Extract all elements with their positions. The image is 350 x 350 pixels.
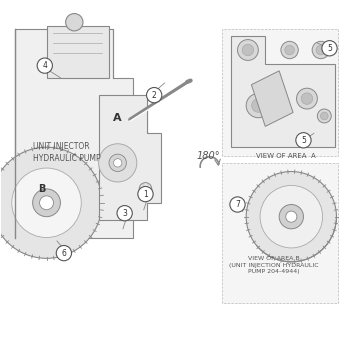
Circle shape [117, 205, 132, 221]
Text: 3: 3 [122, 209, 127, 218]
Text: 180°: 180° [196, 151, 220, 161]
Circle shape [296, 133, 311, 148]
Text: B: B [38, 184, 45, 194]
Text: 6: 6 [62, 248, 66, 258]
Polygon shape [222, 163, 338, 303]
Circle shape [66, 14, 83, 31]
Text: VIEW OF AREA  A: VIEW OF AREA A [256, 153, 316, 159]
Circle shape [139, 183, 152, 195]
Circle shape [113, 159, 122, 167]
Circle shape [285, 45, 294, 55]
Text: 4: 4 [42, 61, 47, 70]
Text: VIEW OF AREA B
(UNIT INJECTION HYDRAULIC
PUMP 204-4944): VIEW OF AREA B (UNIT INJECTION HYDRAULIC… [229, 256, 319, 274]
Circle shape [230, 197, 245, 212]
Text: UNIT INJECTOR
HYDRAULIC PUMP: UNIT INJECTOR HYDRAULIC PUMP [33, 142, 100, 163]
Circle shape [0, 147, 102, 258]
Circle shape [246, 172, 336, 262]
Text: 7: 7 [235, 200, 240, 209]
Circle shape [296, 88, 317, 109]
Circle shape [260, 186, 323, 248]
Circle shape [281, 41, 298, 59]
Circle shape [109, 154, 126, 172]
Text: 5: 5 [301, 136, 306, 145]
Circle shape [99, 144, 137, 182]
Circle shape [138, 187, 153, 202]
Circle shape [312, 41, 329, 59]
Polygon shape [231, 36, 335, 147]
Circle shape [301, 93, 313, 104]
Circle shape [238, 40, 258, 61]
Circle shape [12, 168, 81, 238]
Text: A: A [113, 113, 122, 123]
Circle shape [147, 88, 162, 103]
Circle shape [286, 211, 297, 222]
Circle shape [321, 112, 328, 120]
Polygon shape [47, 26, 109, 78]
Polygon shape [222, 29, 338, 156]
Polygon shape [99, 95, 161, 220]
Circle shape [252, 99, 265, 112]
Polygon shape [251, 71, 293, 126]
Circle shape [317, 109, 331, 123]
Text: 2: 2 [152, 91, 156, 100]
Circle shape [279, 204, 303, 229]
Circle shape [37, 58, 52, 73]
Circle shape [316, 45, 326, 55]
Circle shape [242, 44, 254, 56]
Circle shape [322, 41, 337, 56]
Circle shape [246, 93, 271, 118]
Circle shape [56, 245, 71, 261]
Polygon shape [15, 29, 147, 238]
Text: 5: 5 [327, 44, 332, 53]
Circle shape [40, 196, 54, 210]
Circle shape [33, 189, 61, 217]
Text: 1: 1 [143, 190, 148, 198]
